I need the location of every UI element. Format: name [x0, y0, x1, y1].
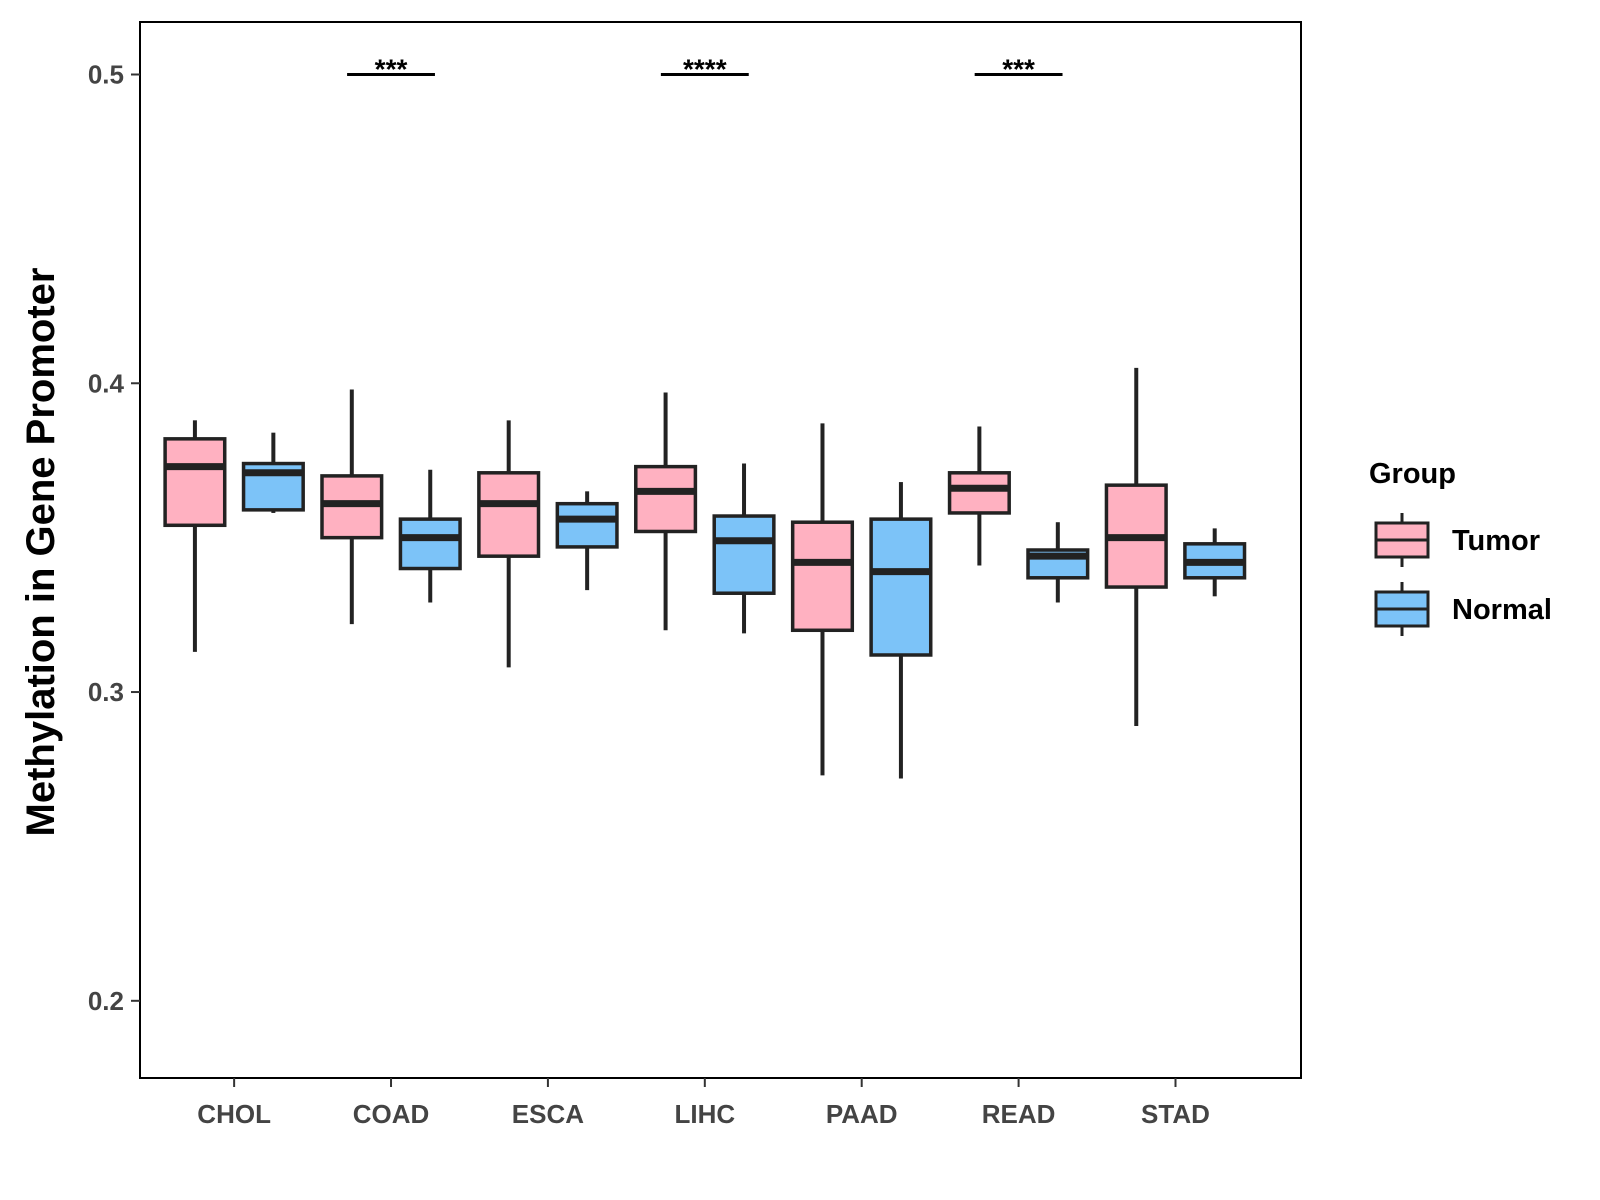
box-iqr	[712, 514, 776, 595]
box-series	[163, 367, 1247, 779]
y-tick-label: 0.3	[88, 677, 124, 707]
y-tick-label: 0.5	[88, 59, 124, 89]
y-tick-label: 0.2	[88, 986, 124, 1016]
x-axis: CHOL COAD ESCA LIHC PAAD READ STAD	[197, 1078, 1210, 1129]
legend: Group Tumor Normal	[1369, 458, 1552, 636]
box-iqr	[398, 517, 462, 571]
box-iqr	[790, 520, 855, 633]
box-normal-coad	[398, 469, 462, 603]
significance-label-lihc: ****	[683, 53, 727, 84]
box-normal-stad	[1183, 528, 1247, 597]
x-tick-label-chol: CHOL	[197, 1099, 271, 1129]
box-normal-read	[1026, 522, 1090, 603]
significance-annotations: *** **** ***	[347, 53, 1063, 84]
box-iqr	[163, 437, 227, 528]
x-tick-label-esca: ESCA	[512, 1099, 584, 1129]
box-normal-lihc	[712, 463, 776, 634]
legend-item-tumor: Tumor	[1374, 513, 1540, 567]
x-tick-label-stad: STAD	[1141, 1099, 1210, 1129]
significance-label-coad: ***	[375, 53, 408, 84]
box-normal-chol	[241, 432, 305, 513]
significance-label-read: ***	[1002, 53, 1035, 84]
box-tumor-paad	[790, 423, 855, 776]
y-axis-title: Methylation in Gene Promoter	[19, 268, 63, 837]
box-iqr	[477, 471, 541, 558]
legend-item-normal: Normal	[1374, 582, 1552, 636]
legend-label: Tumor	[1452, 525, 1540, 557]
y-tick-label: 0.4	[88, 368, 125, 398]
box-iqr	[947, 471, 1011, 515]
box-normal-paad	[869, 482, 933, 779]
x-tick-label-coad: COAD	[353, 1099, 430, 1129]
x-tick-label-lihc: LIHC	[674, 1099, 735, 1129]
box-tumor-stad	[1104, 367, 1168, 726]
box-tumor-lihc	[634, 392, 698, 631]
box-iqr	[869, 517, 933, 657]
box-tumor-chol	[163, 420, 227, 652]
box-tumor-esca	[477, 420, 541, 668]
x-tick-label-read: READ	[982, 1099, 1056, 1129]
y-axis: 0.2 0.3 0.4 0.5	[88, 59, 140, 1016]
box-iqr	[634, 464, 698, 534]
legend-label: Normal	[1452, 594, 1552, 626]
box-tumor-coad	[320, 389, 384, 625]
x-tick-label-paad: PAAD	[826, 1099, 898, 1129]
box-iqr	[555, 501, 619, 549]
box-tumor-read	[947, 426, 1011, 566]
box-normal-esca	[555, 491, 619, 591]
legend-title: Group	[1369, 458, 1456, 490]
